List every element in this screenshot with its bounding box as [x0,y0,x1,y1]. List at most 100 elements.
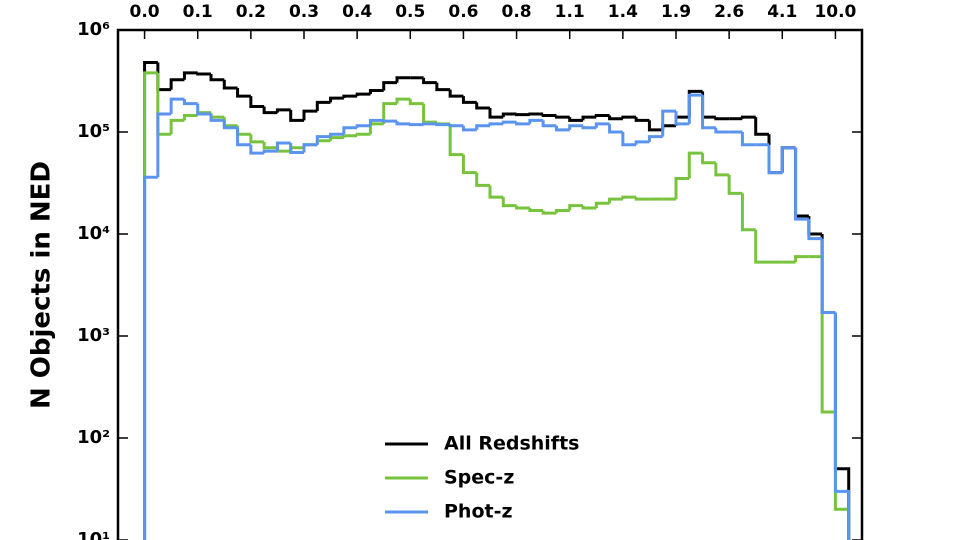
y-tick-label: 10¹ [77,529,110,540]
histogram-step [488,185,504,199]
histogram-step [289,146,304,152]
histogram-step [701,91,716,119]
histogram-step [754,117,769,136]
histogram-step [501,120,517,124]
histogram-step [236,127,251,147]
histogram-step [329,96,344,103]
x-tick-label: 0.6 [448,2,478,22]
histogram-step [661,124,676,130]
histogram-step [807,219,823,241]
histogram-step [568,117,583,122]
x-tick-label: 0.5 [395,2,425,22]
x-tick-label: 1.9 [661,2,691,22]
histogram-step [448,123,464,157]
histogram-step [488,107,504,119]
histogram-step [382,119,397,123]
histogram-step [674,177,690,200]
histogram-step [794,147,809,218]
histogram-step [581,115,597,121]
histogram-step [621,132,637,147]
x-tick-label: 0.0 [130,2,160,22]
histogram-step [515,205,530,210]
histogram-step [461,96,477,104]
histogram-step [621,195,637,200]
histogram-step [275,147,291,153]
histogram-step [422,77,437,85]
histogram-step [634,117,650,122]
histogram-step [315,100,331,112]
histogram-step [249,96,265,108]
x-tick-label: 0.3 [289,2,319,22]
histogram-step [767,144,783,175]
histogram-step [249,144,265,155]
histogram-step [754,229,769,264]
legend-label: Phot-z [444,501,513,523]
y-axis-label: N Objects in NED [27,161,57,409]
histogram-step [395,121,411,126]
histogram-step [461,125,477,132]
histogram-step [568,204,583,211]
histogram-step [448,89,464,98]
histogram-step [408,99,424,106]
histogram-step [196,72,211,76]
histogram-step [634,197,650,201]
histogram-step [740,132,756,147]
x-tick-label: 10.0 [814,2,856,22]
histogram-step [262,106,278,115]
histogram-step [674,111,690,126]
histogram-step [833,411,851,540]
histogram-step [541,210,557,215]
histogram-step [329,132,344,137]
histogram-step [209,74,225,82]
histogram-step [554,125,570,132]
histogram-step [820,256,836,414]
histogram-step [634,140,650,145]
histogram-step [143,71,158,540]
histogram-step [740,115,756,119]
x-tick-label: 2.6 [714,2,744,22]
x-tick-label: 0.4 [342,2,372,22]
histogram-step [448,124,464,128]
histogram-step [222,117,238,128]
histogram-step [608,115,623,121]
histogram-step [368,118,384,126]
histogram-step [395,76,411,83]
histogram-step [515,113,530,117]
histogram-step [661,109,676,137]
histogram-step [302,143,318,153]
histogram-step [475,102,490,110]
histogram-step [608,123,623,134]
histogram-step [156,72,172,136]
histogram-step [342,134,358,138]
histogram-step [422,122,437,126]
histogram-step [368,122,384,135]
histogram-step [222,120,238,130]
histogram-step [501,112,517,118]
x-tick-label: 4.1 [767,2,797,22]
histogram-step [169,78,185,90]
histogram-step [289,109,304,122]
x-tick-label: 0.1 [183,2,213,22]
histogram-step [594,201,610,208]
histogram-step [289,143,304,154]
y-tick-label: 10² [77,427,110,448]
histogram-step [329,136,344,141]
histogram-step [275,108,291,113]
x-tick-label: 1.1 [555,2,585,22]
histogram-step [833,312,851,540]
histogram-step [422,103,437,124]
histogram-step [807,216,823,236]
histogram-step [209,112,225,119]
histogram-step [820,238,836,314]
y-tick-label: 10⁴ [77,223,110,244]
histogram-step [701,95,716,130]
histogram-step [647,120,663,132]
histogram-step [594,114,610,118]
histogram-step [209,114,225,122]
legend-label: Spec-z [444,467,514,489]
histogram-step [342,126,358,135]
histogram-step [515,122,530,126]
histogram-step [714,162,730,177]
histogram-step [315,139,331,145]
histogram-step [833,312,851,540]
